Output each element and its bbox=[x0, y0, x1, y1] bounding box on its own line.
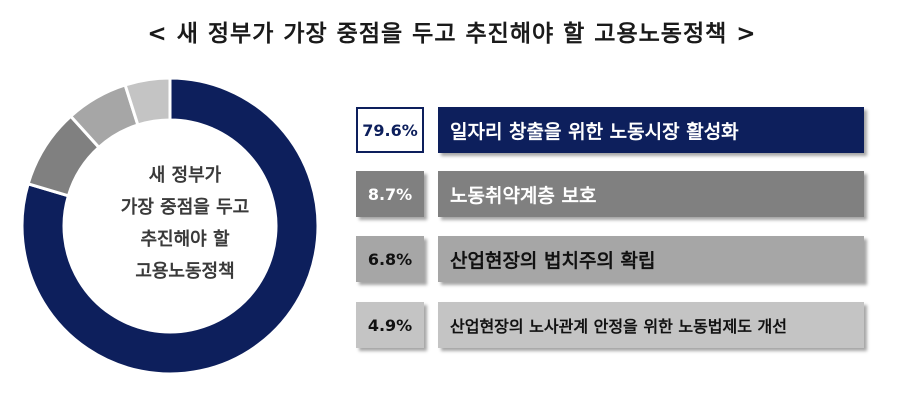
value-label: 4.9% bbox=[356, 302, 424, 348]
legend-row: 8.7% 노동취약계층 보호 bbox=[356, 171, 864, 217]
value-label: 6.8% bbox=[356, 236, 424, 282]
legend-label: 일자리 창출을 위한 노동시장 활성화 bbox=[438, 107, 864, 153]
chart-title: < 새 정부가 가장 중점을 두고 추진해야 할 고용노동정책 > bbox=[147, 21, 757, 47]
donut-slice bbox=[20, 76, 320, 376]
legend-label: 노동취약계층 보호 bbox=[438, 171, 864, 217]
legend-label: 산업현장의 노사관계 안정을 위한 노동법제도 개선 bbox=[438, 302, 864, 348]
legend-row: 79.6% 일자리 창출을 위한 노동시장 활성화 bbox=[356, 107, 864, 153]
legend-row: 6.8% 산업현장의 법치주의 확립 bbox=[356, 236, 864, 282]
value-label: 8.7% bbox=[356, 171, 424, 217]
center-label-line: 새 정부가 bbox=[148, 165, 222, 186]
donut-center-label: 새 정부가 가장 중점을 두고 추진해야 할 고용노동정책 bbox=[90, 160, 280, 288]
center-label-line: 추진해야 할 bbox=[140, 229, 230, 250]
donut-slice bbox=[123, 76, 172, 127]
legend-row: 4.9% 산업현장의 노사관계 안정을 위한 노동법제도 개선 bbox=[356, 302, 864, 348]
center-label-line: 가장 중점을 두고 bbox=[120, 197, 250, 218]
legend-label: 산업현장의 법치주의 확립 bbox=[438, 236, 864, 282]
value-label: 79.6% bbox=[356, 107, 424, 153]
center-label-line: 고용노동정책 bbox=[135, 261, 235, 282]
